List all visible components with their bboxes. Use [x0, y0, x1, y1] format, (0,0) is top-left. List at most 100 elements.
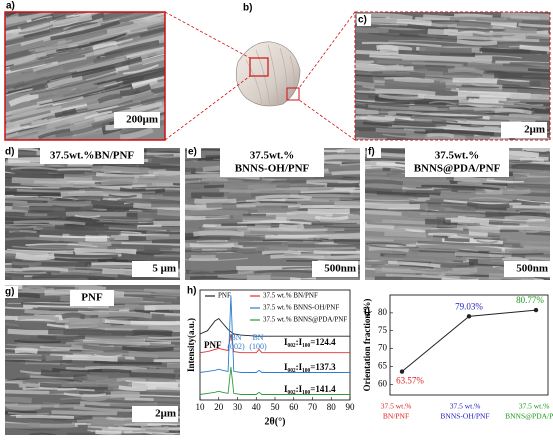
sem-streak — [12, 206, 66, 211]
sem-streak — [447, 67, 484, 75]
point — [399, 369, 405, 374]
value-label: 63.57% — [396, 376, 424, 386]
sem-streak — [286, 210, 327, 216]
sem-streak — [262, 239, 323, 242]
sem-streak — [109, 402, 180, 408]
sem-streak — [95, 429, 122, 435]
sem-streak — [479, 47, 547, 55]
sem-streak — [443, 199, 522, 205]
sem-streak — [64, 222, 138, 230]
xrd-line — [199, 366, 350, 395]
sem-streak — [5, 343, 44, 347]
sem-streak — [509, 118, 536, 123]
sem-streak — [5, 64, 14, 68]
sem-streak — [61, 312, 86, 320]
sem-streak — [425, 133, 466, 140]
sem-streak — [5, 33, 13, 38]
sem-streak — [97, 95, 165, 116]
sem-streak — [5, 321, 35, 324]
panel-title: PNF — [81, 292, 103, 304]
sem-streak — [80, 394, 107, 402]
y-tick-label: 65 — [378, 360, 388, 370]
sem-streak — [250, 230, 336, 235]
sem-streak — [133, 15, 165, 24]
sem-streak — [408, 106, 438, 111]
sem-streak — [107, 107, 131, 115]
sem-streak — [367, 166, 405, 171]
y-tick-label: 80 — [378, 307, 388, 317]
sem-streak — [54, 108, 77, 118]
sem-streak — [194, 198, 237, 205]
panel-label: i) — [364, 307, 370, 318]
panel-title: 37.5wt.%BN/PNF — [50, 150, 135, 162]
sem-streak — [355, 60, 374, 63]
sem-streak — [157, 209, 180, 217]
label-bg — [504, 261, 550, 277]
sem-streak — [369, 244, 419, 249]
legend-label: PNF — [218, 292, 231, 300]
sem-streak — [426, 132, 455, 139]
sem-streak — [199, 236, 266, 241]
panel-label: d) — [5, 147, 14, 158]
sem-streak — [525, 231, 550, 236]
sem-streak — [413, 116, 455, 124]
sem-streak — [20, 181, 101, 188]
sem-streak — [37, 334, 86, 341]
sem-streak — [5, 225, 21, 233]
sem-streak — [65, 341, 149, 347]
label-bg — [405, 148, 509, 177]
sem-streak — [457, 190, 487, 194]
panel-title: BNNS-OH/PNF — [235, 163, 310, 175]
sem-streak — [494, 174, 550, 183]
x-tick-label: 37.5 wt.% — [381, 402, 412, 411]
sem-streak — [371, 70, 426, 79]
sem-streak — [5, 378, 26, 384]
sem-streak — [143, 314, 180, 322]
sem-streak — [355, 23, 426, 29]
sem-streak — [241, 179, 307, 184]
sem-streak — [201, 196, 228, 201]
frame — [354, 11, 551, 141]
x-tick-label: BN/PNF — [383, 412, 409, 421]
sem-streak — [410, 268, 448, 272]
sem-streak — [132, 328, 173, 337]
sem-streak — [384, 231, 427, 238]
sem-streak — [80, 12, 103, 17]
sem-streak — [5, 173, 65, 179]
sem-streak — [123, 64, 159, 75]
sem-streak — [14, 339, 61, 344]
sem-streak — [299, 189, 360, 194]
sem-streak — [355, 38, 367, 42]
sem-streak — [185, 216, 206, 221]
sem-streak — [365, 179, 403, 186]
sem-streak — [522, 148, 550, 153]
sem-streak — [106, 15, 165, 35]
sem-streak — [527, 68, 550, 73]
label-bg — [367, 146, 381, 158]
sem-streak — [117, 198, 180, 205]
sem-streak — [355, 24, 377, 29]
sem-streak — [494, 108, 533, 115]
sem-streak — [509, 62, 550, 66]
sem-streak — [9, 110, 51, 123]
sem-streak — [365, 194, 419, 200]
label-bg — [4, 286, 18, 298]
sem-streak — [468, 97, 499, 104]
sem-streak — [151, 252, 180, 256]
sem-streak — [13, 220, 86, 226]
sem-streak — [315, 232, 360, 240]
zoom-box — [249, 57, 269, 77]
sem-streak — [497, 225, 550, 232]
sem-streak — [149, 342, 180, 348]
sem-streak — [74, 214, 101, 218]
sem-streak — [355, 63, 404, 69]
sem-streak — [11, 106, 38, 117]
sem-streak — [101, 12, 140, 21]
frame — [4, 11, 166, 141]
sem-streak — [10, 76, 46, 86]
sem-streak — [104, 319, 180, 325]
sem-streak — [355, 90, 427, 96]
sem-streak — [129, 19, 165, 33]
sem-streak — [35, 28, 124, 53]
